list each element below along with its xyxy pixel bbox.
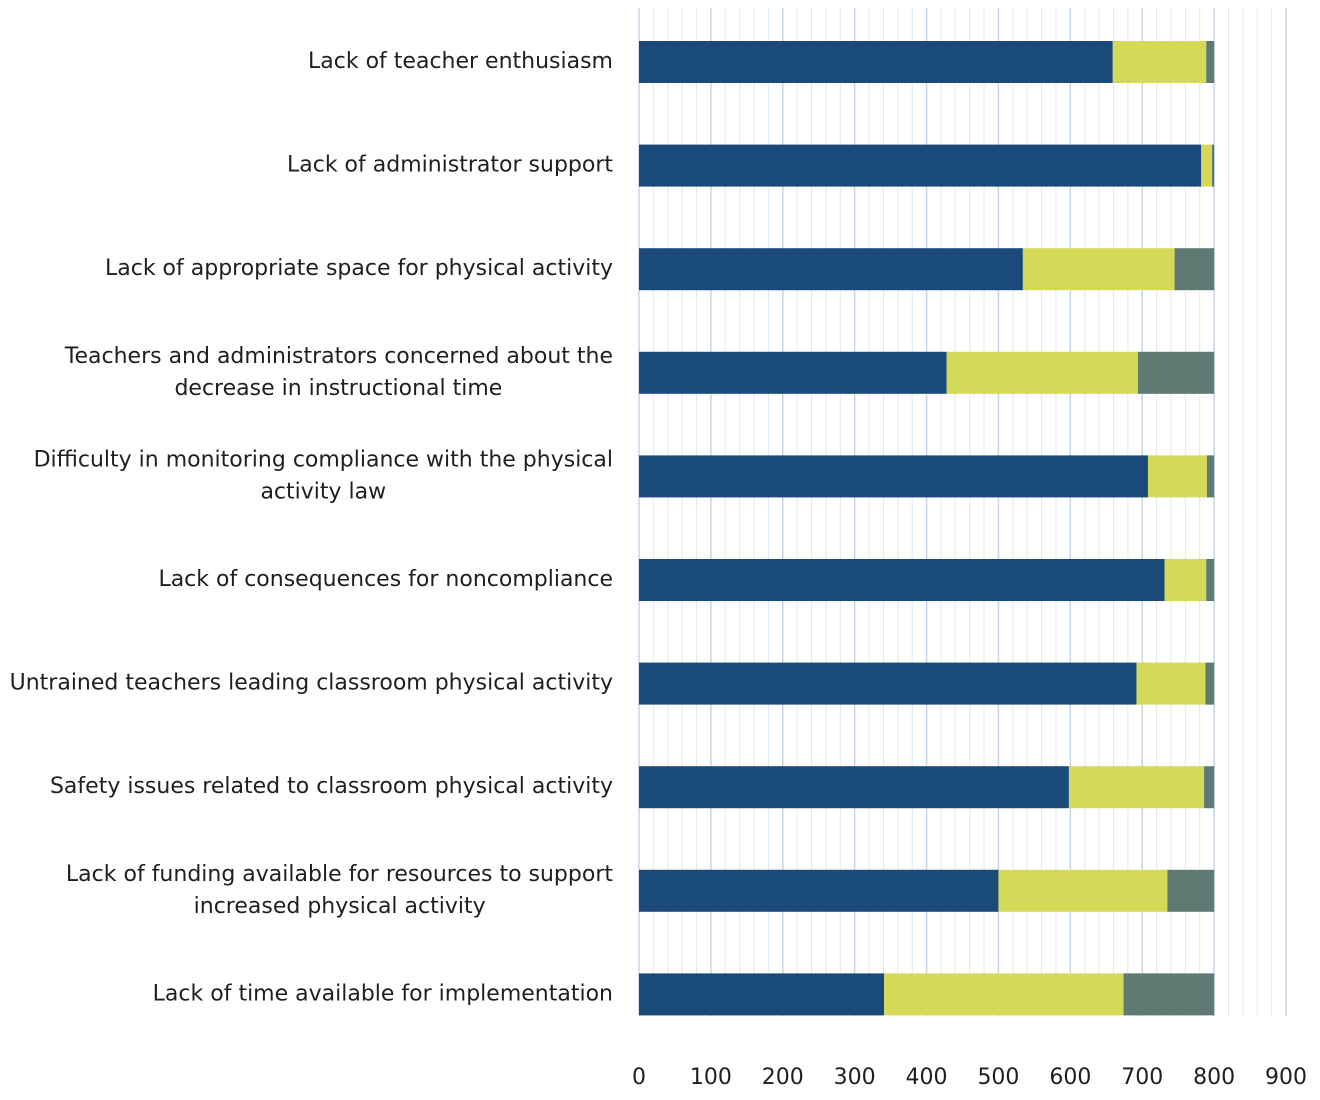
- category-labels: Lack of teacher enthusiasm Lack of admini…: [10, 49, 614, 1006]
- category-label: decrease in instructional time: [174, 376, 502, 401]
- category-label: Difficulty in monitoring compliance with…: [34, 447, 613, 472]
- bar-segment-1: [639, 351, 947, 394]
- x-tick-label: 900: [1265, 1065, 1307, 1090]
- bar-segment-3: [1137, 351, 1215, 394]
- bar-segment-1: [639, 455, 1148, 498]
- category-label: Lack of appropriate space for physical a…: [105, 256, 613, 281]
- x-axis-tick-labels: 0 100 200 300 400 500 600 700 800 900: [632, 1065, 1307, 1090]
- category-label: activity law: [260, 479, 386, 504]
- bar-segment-3: [1206, 455, 1215, 498]
- x-tick-label: 400: [906, 1065, 948, 1090]
- bar-segment-1: [639, 869, 999, 912]
- bar-segment-2: [1112, 41, 1207, 83]
- category-label: Lack of consequences for noncompliance: [158, 567, 613, 592]
- bar-segment-2: [1136, 662, 1206, 705]
- category-label: Lack of teacher enthusiasm: [308, 49, 613, 74]
- category-label: Safety issues related to classroom physi…: [50, 774, 613, 799]
- x-tick-label: 800: [1193, 1065, 1235, 1090]
- bar-segment-3: [1206, 559, 1215, 601]
- bar-segment-3: [1204, 766, 1215, 809]
- bar-segment-3: [1205, 662, 1215, 705]
- bar-segment-1: [639, 41, 1113, 83]
- x-tick-label: 200: [762, 1065, 804, 1090]
- bar-segment-2: [884, 973, 1124, 1016]
- bar-segment-1: [639, 662, 1137, 705]
- bar-segment-3: [1167, 869, 1215, 912]
- category-label: increased physical activity: [194, 894, 486, 919]
- bars: [639, 41, 1215, 1016]
- bar-segment-2: [998, 869, 1168, 912]
- bar-segment-3: [1174, 248, 1215, 291]
- bar-segment-1: [639, 248, 1023, 291]
- x-tick-label: 600: [1049, 1065, 1091, 1090]
- category-label: Lack of time available for implementatio…: [153, 981, 613, 1006]
- bar-segment-1: [639, 144, 1202, 187]
- x-tick-label: 700: [1121, 1065, 1163, 1090]
- bar-segment-1: [639, 973, 885, 1016]
- bar-segment-3: [1123, 973, 1215, 1016]
- bar-segment-3: [1211, 144, 1215, 187]
- bar-segment-2: [1068, 766, 1205, 809]
- category-label: Teachers and administrators concerned ab…: [64, 344, 613, 369]
- bar-segment-2: [946, 351, 1138, 394]
- category-label: Lack of funding available for resources …: [66, 862, 613, 887]
- bar-segment-2: [1147, 455, 1207, 498]
- x-tick-label: 100: [690, 1065, 732, 1090]
- x-tick-label: 300: [834, 1065, 876, 1090]
- bar-segment-2: [1164, 559, 1207, 601]
- bar-segment-1: [639, 559, 1165, 601]
- x-tick-label: 500: [977, 1065, 1019, 1090]
- category-label: Untrained teachers leading classroom phy…: [10, 671, 613, 696]
- x-tick-label: 0: [632, 1065, 646, 1090]
- bar-segment-2: [1201, 144, 1212, 187]
- bar-segment-3: [1206, 41, 1215, 83]
- category-label: Lack of administrator support: [287, 153, 613, 178]
- bar-segment-2: [1022, 248, 1175, 291]
- bar-segment-1: [639, 766, 1069, 809]
